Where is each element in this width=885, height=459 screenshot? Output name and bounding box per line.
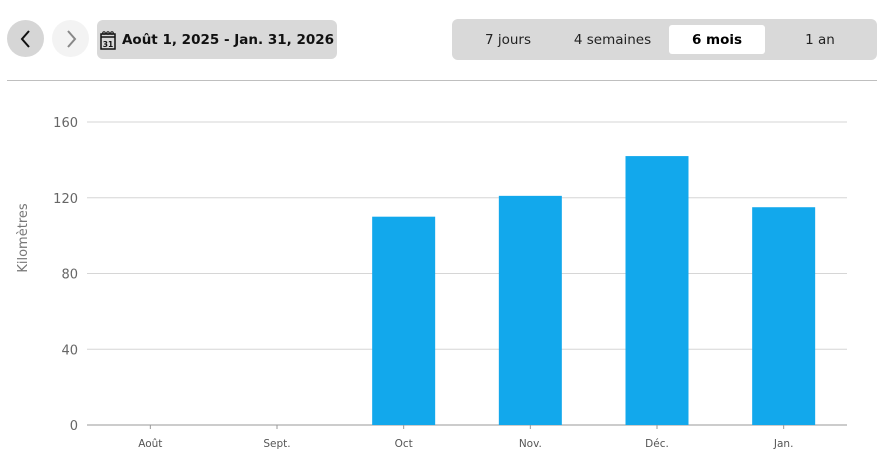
y-tick-label: 120 (53, 192, 78, 207)
x-tick-label: Août (138, 438, 162, 450)
next-period-button[interactable] (52, 20, 89, 57)
calendar-icon: 31 (100, 30, 116, 50)
previous-period-button[interactable] (7, 20, 44, 57)
chevron-left-icon (20, 29, 30, 48)
bar-Déc.[interactable] (625, 156, 689, 425)
x-tick-label: Jan. (773, 438, 794, 450)
divider (7, 80, 877, 81)
bar-Jan.[interactable] (752, 207, 816, 425)
tab-1-year[interactable]: 1 an (805, 31, 835, 48)
bar-Nov.[interactable] (498, 195, 562, 425)
y-tick-label: 80 (61, 268, 78, 283)
svg-text:31: 31 (103, 40, 113, 49)
y-tick-label: 0 (70, 419, 78, 434)
x-tick-label: Oct (395, 438, 413, 450)
date-range-button[interactable]: 31 Août 1, 2025 - Jan. 31, 2026 (97, 20, 337, 59)
y-axis-label: Kilomètres (16, 203, 31, 273)
chevron-right-icon (66, 29, 76, 48)
y-tick-label: 160 (53, 116, 78, 131)
tab-6-months[interactable]: 6 mois (669, 25, 765, 54)
period-selector: 7 jours 4 semaines 6 mois 1 an (452, 19, 877, 60)
tab-7-days[interactable]: 7 jours (484, 31, 532, 48)
x-tick-label: Sept. (263, 438, 290, 450)
y-tick-label: 40 (61, 343, 78, 358)
bar-Oct[interactable] (372, 216, 436, 425)
x-tick-label: Déc. (645, 438, 669, 450)
tab-4-weeks[interactable]: 4 semaines (573, 31, 652, 48)
date-range-label: Août 1, 2025 - Jan. 31, 2026 (121, 31, 335, 48)
x-tick-label: Nov. (519, 438, 542, 450)
